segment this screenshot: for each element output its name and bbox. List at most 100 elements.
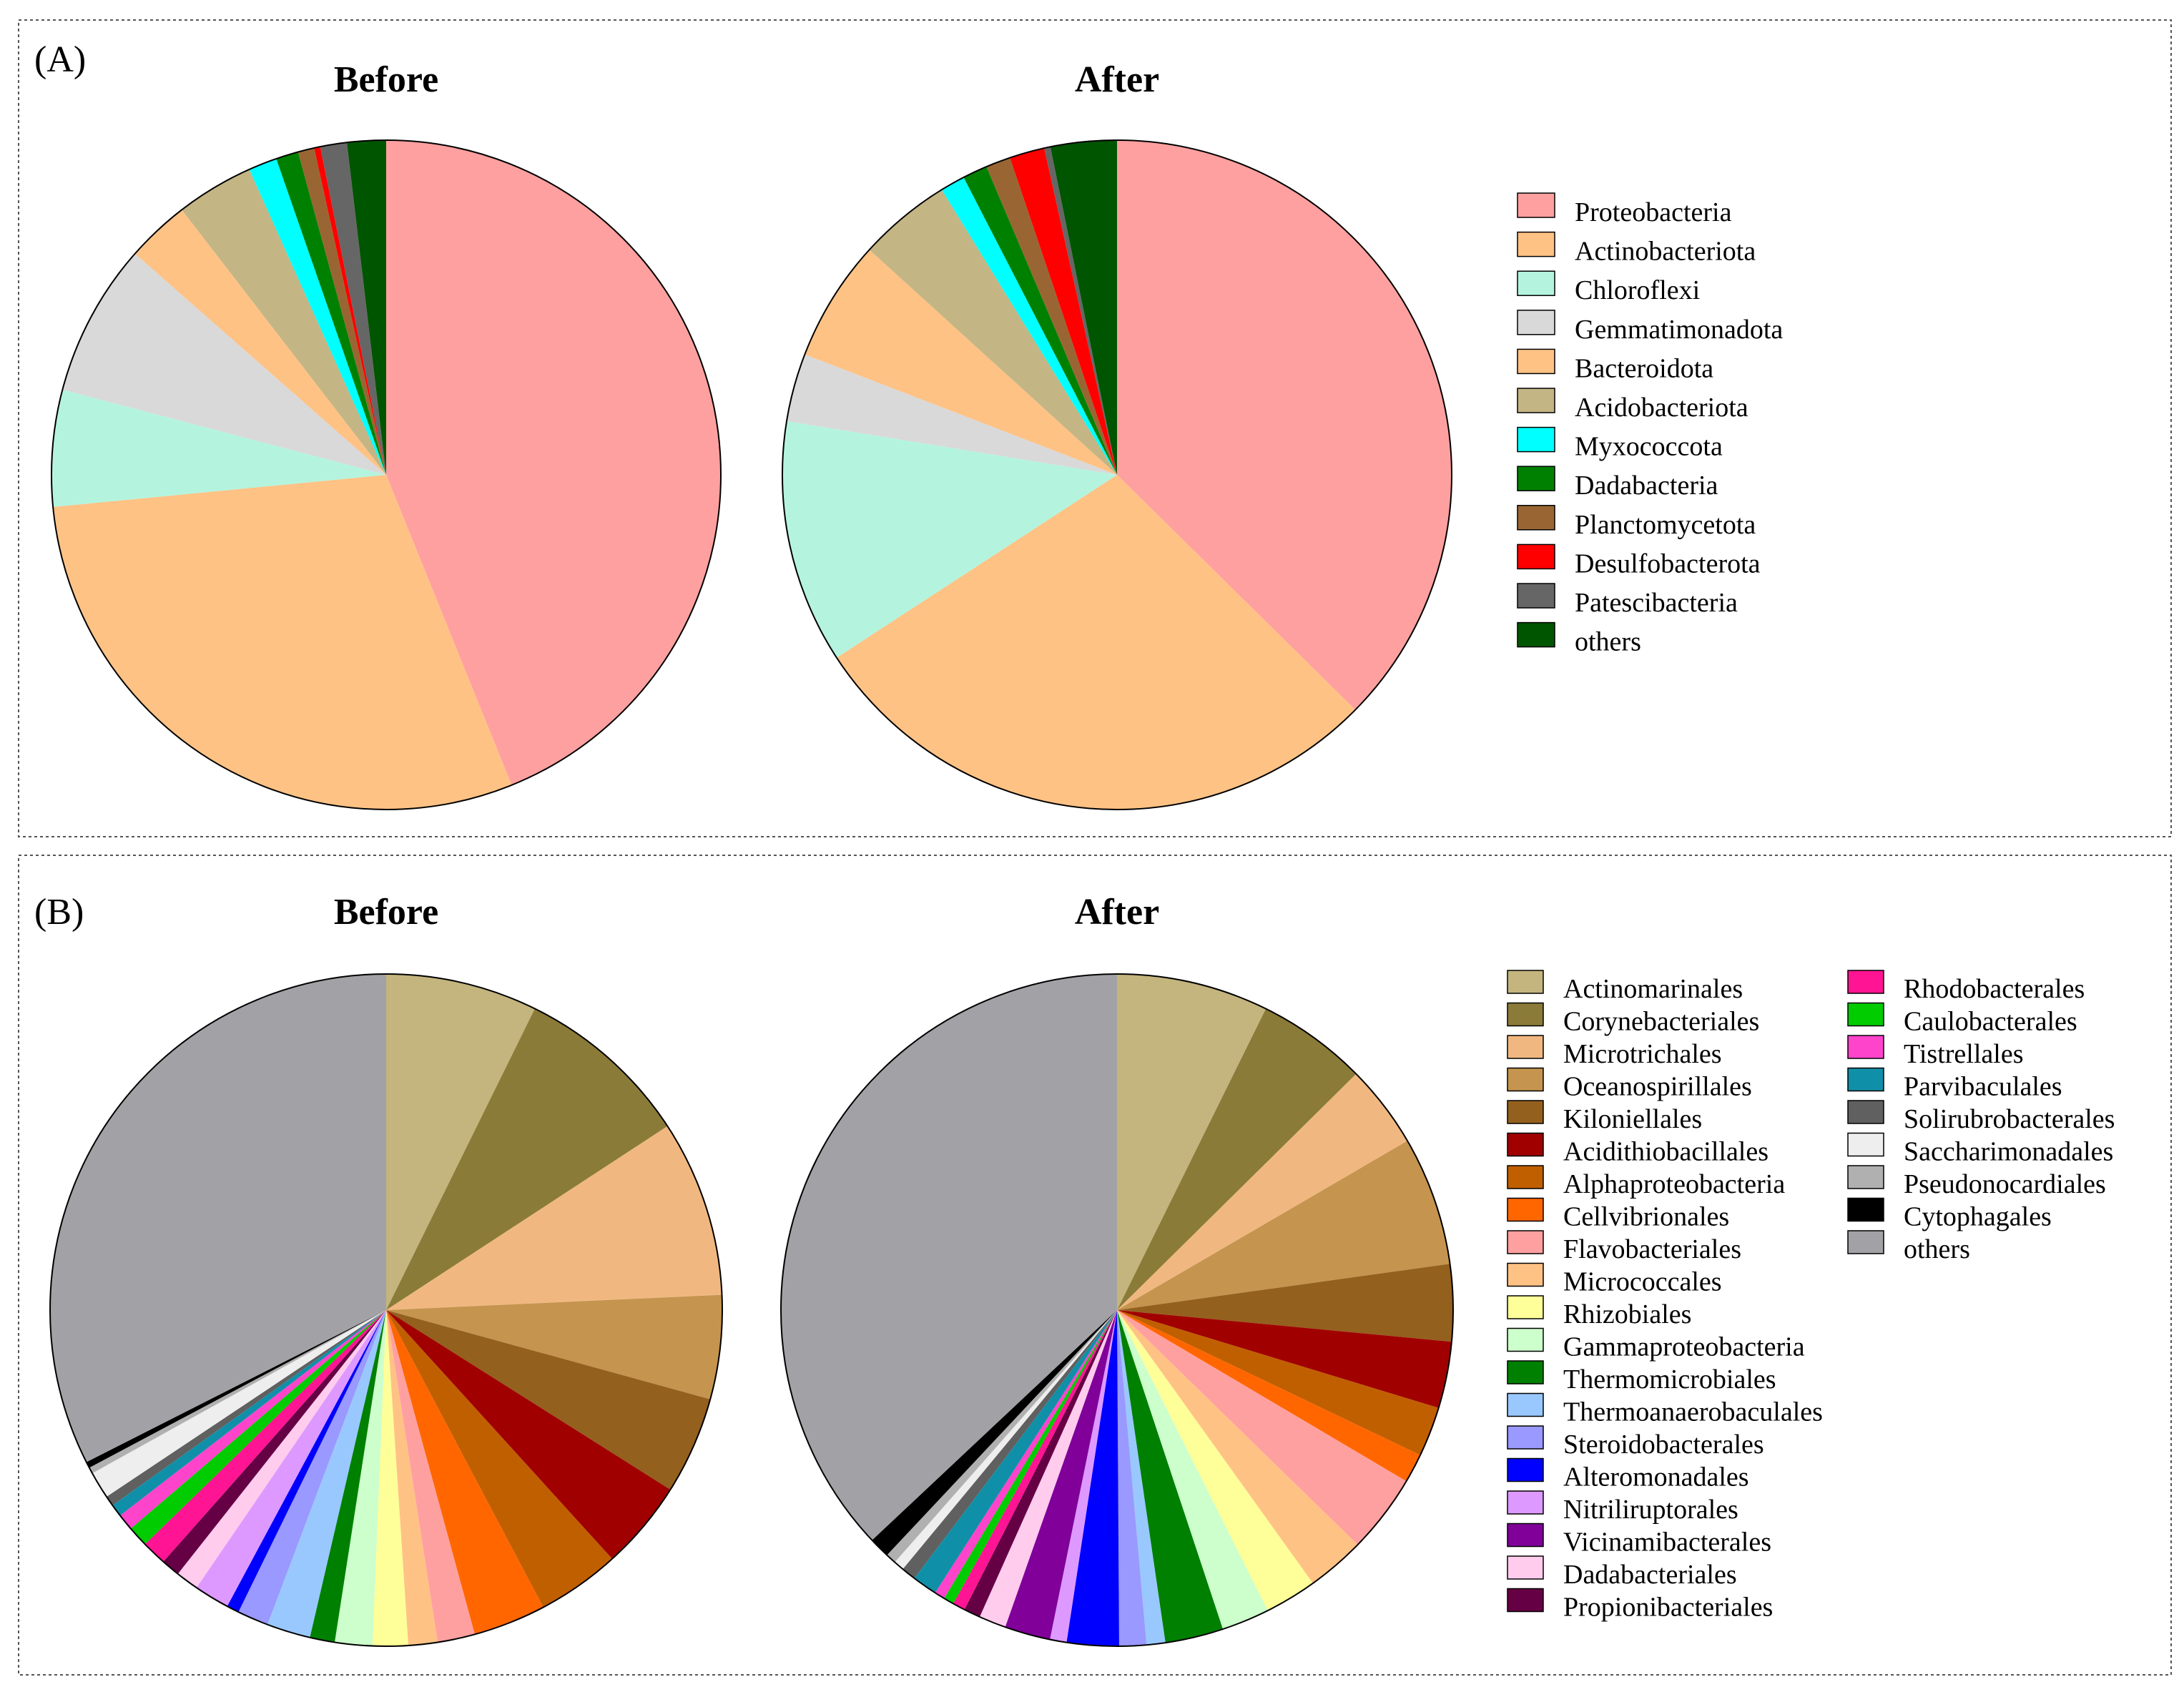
panel-a-before-slice-desulfobacterota — [314, 147, 386, 476]
panel-b-after-slice-flavobacteriales — [1117, 1310, 1407, 1545]
panel-a-legend-item-acidobacteriota: Acidobacteriota — [1517, 388, 1748, 423]
panel-a-after-slice-actinobacteriota — [837, 475, 1356, 810]
panel-b-legend-label-dadabacteriales: Dadabacteriales — [1563, 1560, 1737, 1590]
panel-a-legend-item-bacteroidota: Bacteroidota — [1517, 348, 1713, 383]
panel-b-legend-item-flavobacteriales: Flavobacteriales — [1507, 1230, 1741, 1264]
panel-b-legend-item-oceanospirillales: Oceanospirillales — [1507, 1067, 1752, 1102]
panel-b-after-slice-cytophagales — [872, 1310, 1117, 1555]
panel-a-before-slice-dadabacteria — [276, 152, 386, 475]
panel-b-after-slice-dadabacteriales — [979, 1310, 1117, 1628]
panel-b-after-slice-acidithiobacillales — [1117, 1310, 1452, 1408]
panel-a-legend-label-chloroflexi: Chloroflexi — [1575, 275, 1700, 305]
panel-a-before-slice-chloroflexi — [51, 389, 386, 507]
panel-b-after-slice-alteromonadales — [1066, 1310, 1119, 1646]
panel-b-frame — [18, 855, 2172, 1676]
panel-a-legend-swatch-actinobacteriota — [1517, 231, 1555, 257]
panel-b-after-slice-microtrichales — [1117, 1073, 1408, 1310]
panel-b-legend-swatch-rhodobacterales — [1847, 970, 1884, 994]
panel-b-legend-swatch-microtrichales — [1507, 1035, 1544, 1059]
panel-b-legend-swatch-vicinamibacterales — [1507, 1523, 1544, 1548]
panel-b-legend: ActinomarinalesCorynebacterialesMicrotri… — [1507, 970, 2115, 1623]
panel-a-legend-label-planctomycetota: Planctomycetota — [1575, 510, 1756, 540]
panel-b-legend-label-thermomicrobiales: Thermomicrobiales — [1563, 1364, 1776, 1395]
panel-b-legend-swatch-saccharimonadales — [1847, 1132, 1884, 1157]
panel-b-legend-swatch-solirubrobacterales — [1847, 1100, 1884, 1124]
panel-a-legend-item-dadabacteria: Dadabacteria — [1517, 466, 1718, 501]
panel-a-legend-swatch-desulfobacterota — [1517, 543, 1555, 570]
panel-b-label: (B) — [34, 892, 84, 933]
panel-b-after-slice-kiloniellales — [1117, 1264, 1453, 1342]
panel-b-legend-item-tistrellales: Tistrellales — [1847, 1035, 2024, 1069]
panel-a-legend-item-chloroflexi: Chloroflexi — [1517, 270, 1700, 305]
panel-b-legend-label-gammaproteobacteria: Gammaproteobacteria — [1563, 1332, 1805, 1362]
panel-a-before-slice-proteobacteria — [386, 139, 722, 785]
panel-a-legend-label-gemmatimonadota: Gemmatimonadota — [1575, 315, 1783, 345]
panel-a-legend-item-myxococcota: Myxococcota — [1517, 426, 1723, 462]
panel-b-after-slice-actinomarinales — [1117, 974, 1266, 1310]
panel-a-legend-swatch-patescibacteria — [1517, 583, 1555, 609]
panel-a-after-title: After — [1075, 59, 1159, 100]
panel-b-before-slice-solirubrobacterales — [107, 1310, 386, 1506]
panel-a-legend-swatch-chloroflexi — [1517, 270, 1555, 296]
panel-b-legend-item-steroidobacterales: Steroidobacterales — [1507, 1425, 1764, 1460]
panel-b-legend-item-microtrichales: Microtrichales — [1507, 1035, 1722, 1069]
panel-b-legend-item-rhizobiales: Rhizobiales — [1507, 1295, 1691, 1329]
panel-a-legend-item-planctomycetota: Planctomycetota — [1517, 505, 1756, 540]
panel-b-after-slice-corynebacteriales — [1117, 1008, 1357, 1310]
panel-b-before-slice-cellvibrionales — [386, 1310, 543, 1635]
panel-b-after-pie — [780, 973, 1454, 1647]
panel-b-legend-item-vicinamibacterales: Vicinamibacterales — [1507, 1523, 1771, 1558]
panel-a-legend-swatch-proteobacteria — [1517, 192, 1555, 218]
panel-b-legend-item-nitriliruptorales: Nitriliruptorales — [1507, 1490, 1738, 1525]
panel-a-before-pie — [51, 139, 722, 810]
panel-a-legend-swatch-gemmatimonadota — [1517, 310, 1555, 335]
panel-b-legend-item-caulobacterales: Caulobacterales — [1847, 1002, 2077, 1037]
panel-a-legend-item-patescibacteria: Patescibacteria — [1517, 583, 1738, 618]
panel-b-before-slice-corynebacteriales — [386, 1008, 668, 1310]
panel-b-before-slice-cytophagales — [86, 1310, 386, 1468]
panel-b-legend-swatch-caulobacterales — [1847, 1002, 1884, 1027]
panel-b-before-slice-alteromonadales — [227, 1310, 386, 1613]
panel-b-legend-swatch-actinomarinales — [1507, 970, 1544, 994]
panel-a-legend-label-bacteroidota: Bacteroidota — [1575, 353, 1713, 383]
panel-b-before-slice-others — [49, 973, 386, 1462]
panel-a-before-slice-bacteroidota — [134, 210, 387, 475]
panel-b-legend-item-gammaproteobacteria: Gammaproteobacteria — [1507, 1327, 1805, 1362]
panel-a-legend-swatch-planctomycetota — [1517, 505, 1555, 531]
panel-b-legend-swatch-cytophagales — [1847, 1197, 1884, 1222]
panel-b-after-slice-pseudonocardiales — [887, 1310, 1117, 1563]
panel-b-after-slice-tistrellales — [935, 1310, 1117, 1599]
panel-a-legend-swatch-bacteroidota — [1517, 348, 1555, 375]
panel-b-legend-swatch-cellvibrionales — [1507, 1197, 1544, 1222]
panel-a-after-slice-chloroflexi — [782, 420, 1117, 658]
panel-b-legend-item-alphaproteobacteria: Alphaproteobacteria — [1507, 1165, 1785, 1199]
panel-a-before-slice-actinobacteriota — [53, 475, 512, 810]
panel-b-before-slice-flavobacteriales — [386, 1310, 475, 1643]
panel-b-legend-item-micrococcales: Micrococcales — [1507, 1262, 1722, 1297]
panel-a-frame — [18, 19, 2172, 837]
panel-b-legend-item-cytophagales: Cytophagales — [1847, 1197, 2052, 1232]
panel-b-before-slice-rhizobiales — [372, 1310, 408, 1647]
panel-a-after-slice-others — [1050, 140, 1117, 475]
panel-b-after-slice-others — [780, 974, 1117, 1540]
panel-b-after-slice-gammaproteobacteria — [1117, 1310, 1268, 1630]
panel-b-legend-label-cytophagales: Cytophagales — [1904, 1202, 2052, 1232]
panel-b-before-slice-alphaproteobacteria — [386, 1310, 613, 1608]
panel-b-legend-item-actinomarinales: Actinomarinales — [1507, 970, 1743, 1004]
panel-b-before-slice-rhodobacterales — [144, 1310, 387, 1562]
panel-a-legend: Proteobacteria Actinobacteriota Chloroflex… — [1517, 192, 1783, 657]
panel-b-legend-label-rhodobacterales: Rhodobacterales — [1904, 974, 2085, 1004]
panel-a-legend-item-desulfobacterota: Desulfobacterota — [1517, 543, 1761, 579]
panel-b-legend-label-rhizobiales: Rhizobiales — [1563, 1299, 1691, 1329]
panel-b-before-slice-pseudonocardiales — [89, 1310, 387, 1474]
panel-a-after-slice-dadabacteria — [963, 167, 1117, 476]
panel-b-after-slice-rhizobiales — [1117, 1310, 1313, 1611]
panel-b-legend-label-steroidobacterales: Steroidobacterales — [1563, 1430, 1764, 1460]
panel-a-legend-swatch-myxococcota — [1517, 426, 1555, 453]
panel-a-legend-item-proteobacteria: Proteobacteria — [1517, 192, 1732, 227]
panel-b-legend-swatch-micrococcales — [1507, 1262, 1544, 1287]
panel-b-legend-swatch-tistrellales — [1847, 1035, 1884, 1059]
panel-b-before-slice-actinomarinales — [386, 974, 535, 1310]
panel-a-after-slice-planctomycetota — [986, 157, 1117, 476]
panel-b-legend-label-propionibacteriales: Propionibacteriales — [1563, 1593, 1773, 1623]
